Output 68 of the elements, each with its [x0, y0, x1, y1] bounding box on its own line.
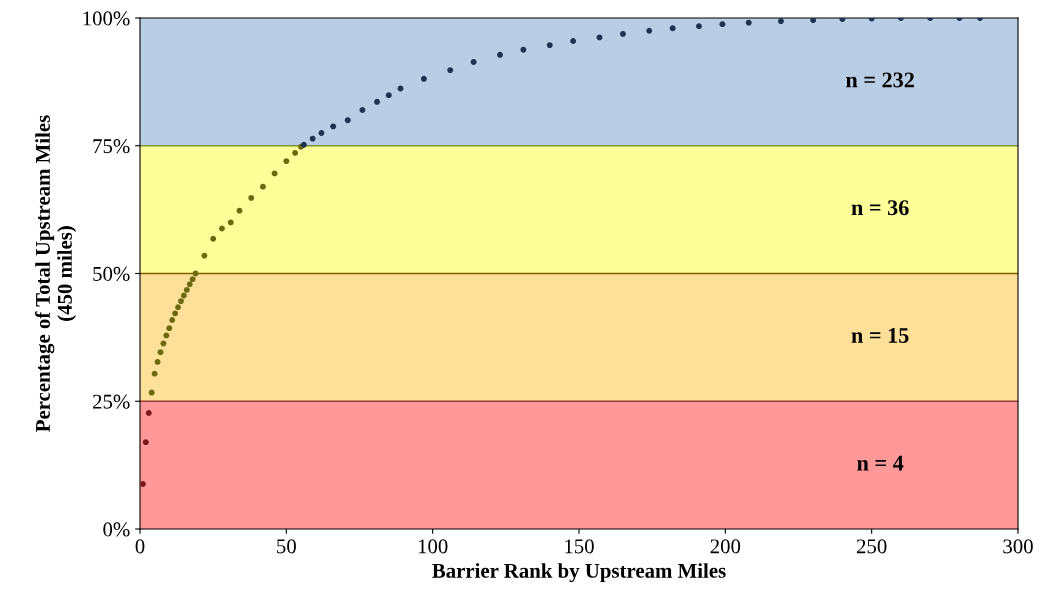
- point: [248, 194, 255, 201]
- point: [154, 358, 161, 365]
- point: [178, 298, 184, 305]
- x-tick-label: 0: [135, 539, 145, 554]
- point: [397, 85, 404, 92]
- point: [163, 332, 170, 339]
- point: [166, 325, 173, 332]
- point: [145, 410, 152, 416]
- x-tick-label: 50: [277, 539, 296, 554]
- x-tick-label: 150: [565, 539, 594, 554]
- y-tick-label: 0%: [103, 522, 130, 537]
- point: [520, 46, 527, 53]
- point: [646, 27, 653, 34]
- point: [497, 51, 503, 58]
- point: [271, 170, 278, 177]
- point: [309, 135, 316, 142]
- point: [719, 21, 726, 28]
- point: [696, 23, 702, 30]
- point: [201, 252, 208, 259]
- point: [140, 481, 146, 487]
- point: [283, 158, 290, 165]
- point: [546, 42, 553, 49]
- x-tick-label: 250: [856, 539, 887, 554]
- point: [157, 349, 164, 356]
- point: [374, 98, 381, 105]
- point: [169, 317, 176, 323]
- point: [142, 439, 149, 446]
- point: [189, 276, 196, 283]
- point: [570, 38, 577, 44]
- point: [420, 75, 427, 82]
- annotation: n = 15: [851, 328, 909, 343]
- point: [470, 59, 477, 65]
- point: [810, 18, 817, 23]
- y-tick-label: 25%: [93, 394, 130, 409]
- point: [175, 304, 181, 311]
- point: [330, 123, 337, 130]
- point: [183, 286, 190, 293]
- point: [292, 149, 299, 156]
- point: [619, 30, 626, 37]
- point: [777, 18, 784, 25]
- y-axis-title: Percentage of Total Upstream Miles (450 miles): [35, 115, 77, 432]
- point: [160, 340, 167, 347]
- point: [318, 130, 325, 136]
- annotation: n = 232: [846, 72, 914, 88]
- point: [186, 281, 193, 288]
- annotation: n = 36: [851, 200, 909, 216]
- point: [344, 117, 351, 124]
- point: [172, 310, 179, 317]
- point: [359, 107, 366, 113]
- point: [151, 370, 158, 377]
- point: [227, 219, 234, 226]
- point: [210, 235, 217, 242]
- x-axis-title: Barrier Rank by Upstream Miles: [432, 563, 726, 583]
- point: [180, 292, 187, 299]
- point: [669, 25, 676, 32]
- annotation: n = 4: [857, 455, 904, 471]
- point: [385, 92, 392, 99]
- y-tick-label: 100%: [83, 11, 130, 26]
- point: [259, 183, 266, 190]
- point: [219, 225, 225, 232]
- x-tick-label: 200: [710, 539, 741, 554]
- point: [596, 34, 603, 41]
- y-tick-label: 50%: [93, 266, 130, 281]
- point: [192, 270, 199, 277]
- y-tick-label: 75%: [93, 139, 130, 154]
- x-tick-label: 100: [418, 539, 448, 554]
- point: [447, 67, 454, 74]
- x-tick-label: 300: [1003, 539, 1033, 554]
